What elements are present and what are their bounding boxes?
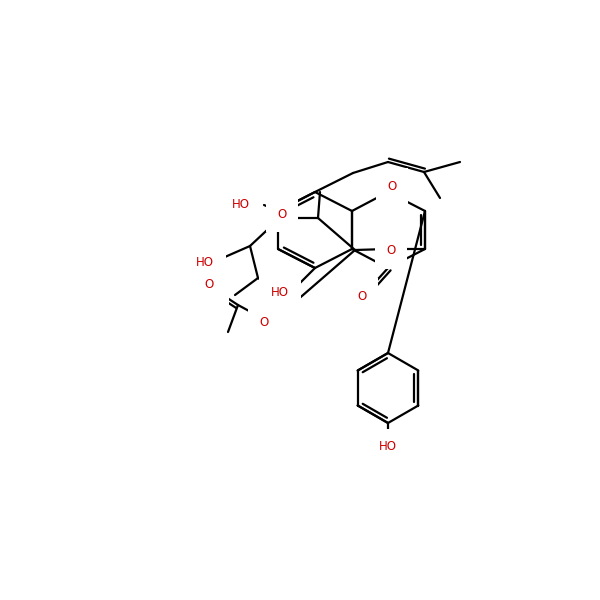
Text: HO: HO bbox=[271, 286, 289, 299]
Text: O: O bbox=[259, 316, 269, 329]
Text: HO: HO bbox=[199, 292, 217, 305]
Text: HO: HO bbox=[379, 440, 397, 454]
Text: O: O bbox=[386, 245, 395, 257]
Text: O: O bbox=[388, 179, 397, 193]
Text: O: O bbox=[277, 208, 287, 220]
Text: HO: HO bbox=[196, 256, 214, 269]
Text: O: O bbox=[205, 277, 214, 290]
Text: HO: HO bbox=[232, 199, 250, 211]
Text: O: O bbox=[358, 289, 367, 302]
